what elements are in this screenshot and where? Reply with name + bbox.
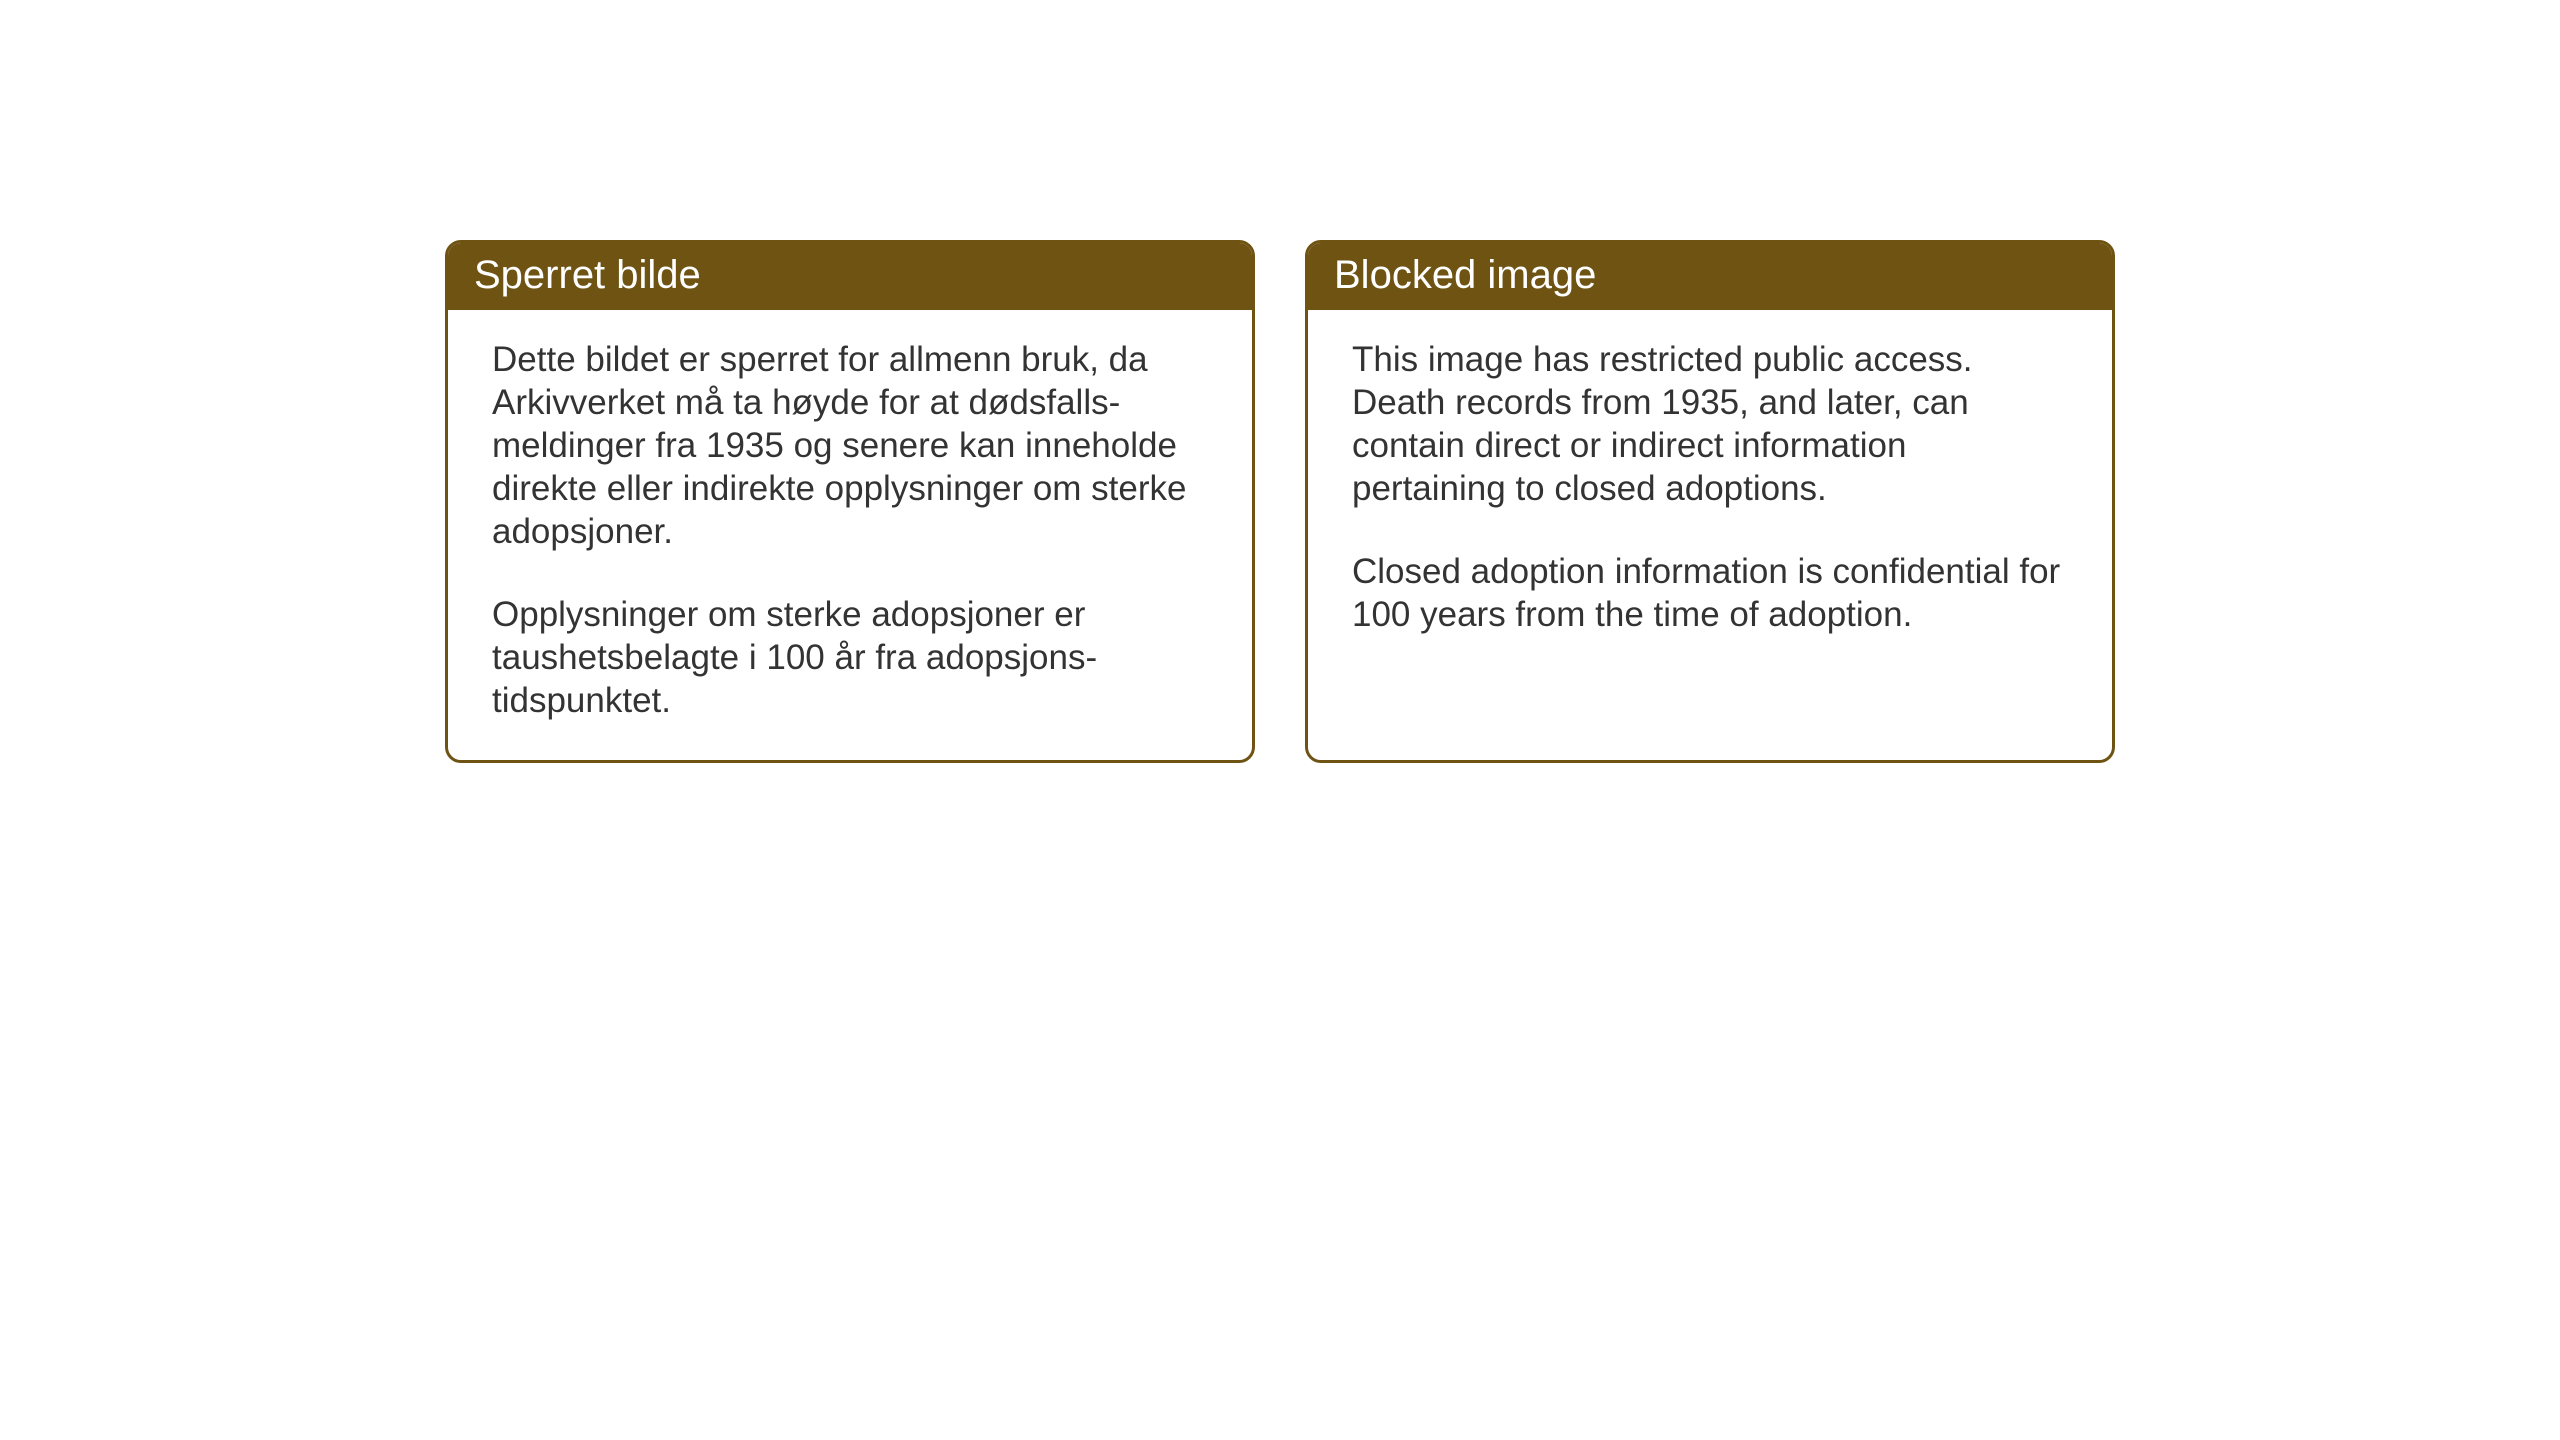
- english-paragraph-1: This image has restricted public access.…: [1352, 338, 2068, 510]
- english-card-body: This image has restricted public access.…: [1308, 310, 2112, 674]
- norwegian-card-body: Dette bildet er sperret for allmenn bruk…: [448, 310, 1252, 760]
- norwegian-paragraph-2: Opplysninger om sterke adopsjoner er tau…: [492, 593, 1208, 722]
- english-notice-card: Blocked image This image has restricted …: [1305, 240, 2115, 763]
- norwegian-card-title: Sperret bilde: [448, 243, 1252, 310]
- notice-container: Sperret bilde Dette bildet er sperret fo…: [445, 240, 2115, 763]
- english-paragraph-2: Closed adoption information is confident…: [1352, 550, 2068, 636]
- english-card-title: Blocked image: [1308, 243, 2112, 310]
- norwegian-notice-card: Sperret bilde Dette bildet er sperret fo…: [445, 240, 1255, 763]
- norwegian-paragraph-1: Dette bildet er sperret for allmenn bruk…: [492, 338, 1208, 553]
